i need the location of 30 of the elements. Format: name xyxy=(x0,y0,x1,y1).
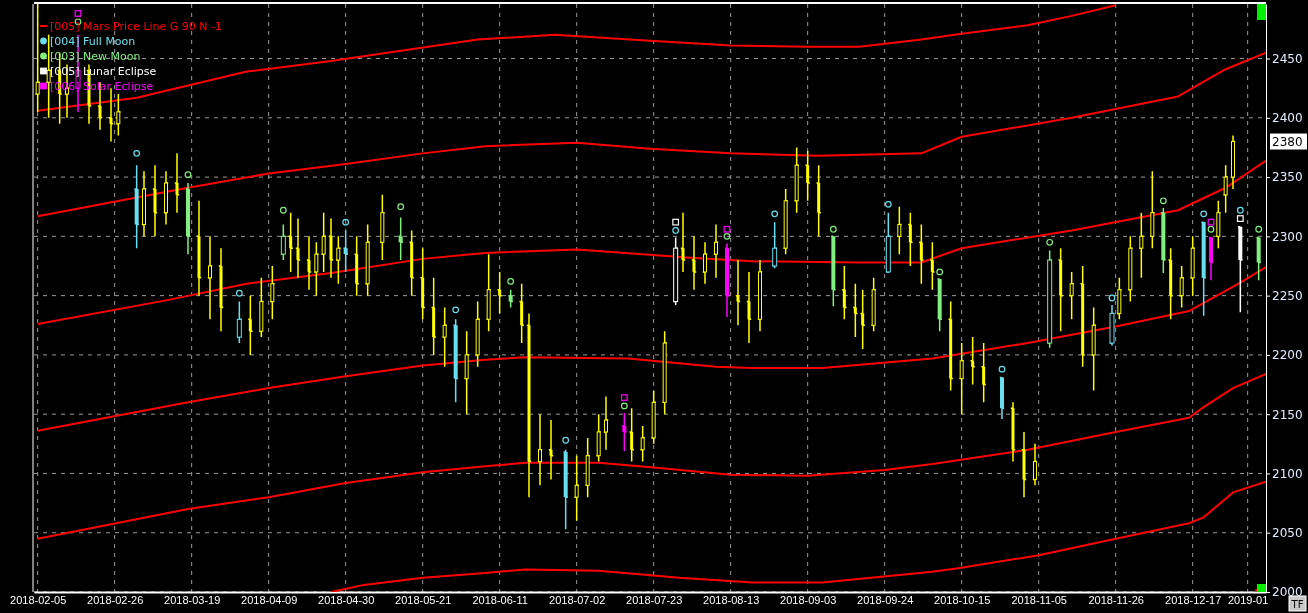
y-tick-label: 2150 xyxy=(1272,407,1303,422)
y-tick-label: 2050 xyxy=(1272,526,1303,541)
text: TF xyxy=(1290,599,1304,610)
y-tick-label: 2400 xyxy=(1272,111,1303,126)
x-tick-label: 2018-10-15 xyxy=(934,594,991,606)
x-tick-label: 2018-05-21 xyxy=(395,594,452,606)
y-tick-label: 2450 xyxy=(1272,51,1303,66)
y-tick-label: 2350 xyxy=(1272,170,1303,185)
x-tick-label: 2019-01 xyxy=(1227,594,1269,606)
y-tick-label: 2100 xyxy=(1272,466,1303,481)
legend-label: [005] Mars Price Line G 90 N -1 xyxy=(50,20,223,33)
x-tick-label: 2018-03-19 xyxy=(164,594,221,606)
x-tick-label: 2018-02-26 xyxy=(87,594,144,606)
x-tick-label: 2018-04-30 xyxy=(318,594,375,606)
x-tick-label: 2018-09-24 xyxy=(857,594,914,606)
x-tick-label: 2018-11-05 xyxy=(1011,594,1067,606)
x-tick-label: 2018-02-05 xyxy=(10,594,67,606)
y-tick-label: 2300 xyxy=(1272,229,1303,244)
x-tick-label: 2018-07-23 xyxy=(626,594,683,606)
x-tick-label: 2018-09-03 xyxy=(780,594,837,606)
x-tick-label: 2018-04-09 xyxy=(241,594,298,606)
x-tick-label: 2018-07-02 xyxy=(549,594,606,606)
y-tick-label: 2200 xyxy=(1272,348,1303,363)
x-tick-label: 2018-12-17 xyxy=(1165,594,1222,606)
x-tick-label: 2018-06-11 xyxy=(472,594,528,606)
text: 2380 xyxy=(1272,134,1303,149)
y-tick-label: 2000 xyxy=(1272,585,1303,600)
y-tick-label: 2250 xyxy=(1272,288,1303,303)
x-tick-label: 2018-08-13 xyxy=(703,594,760,606)
x-tick-label: 2018-11-26 xyxy=(1088,594,1144,606)
